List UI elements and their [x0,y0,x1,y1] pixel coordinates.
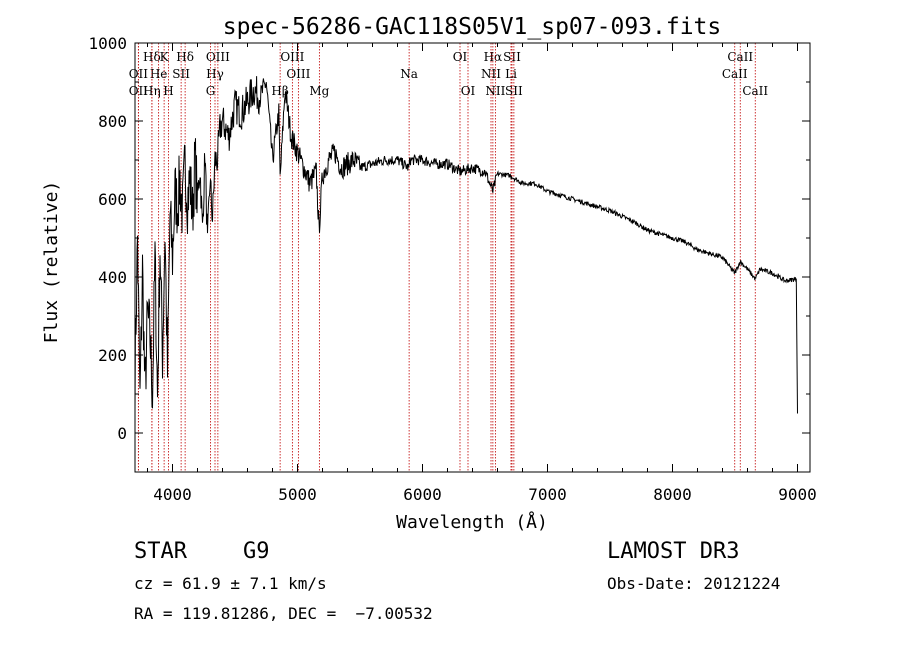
line-label-20: SII [503,50,521,64]
line-label-15: Mg [309,84,329,98]
line-label-0: Hδ [143,50,161,64]
chart-title: spec-56286-GAC118S05V1_sp07-093.fits [223,14,722,40]
line-label-7: Hη [143,84,161,98]
spectrum-line [134,76,798,414]
line-label-23: NII [485,84,505,98]
subclass: G9 [243,539,270,564]
x-tick-label-1: 5000 [278,485,317,504]
line-label-6: OII [129,84,149,98]
line-label-12: OIII [280,50,304,64]
observation-date: Obs-Date: 20121224 [607,574,781,593]
y-tick-label-2: 400 [98,268,127,287]
line-label-11: G [206,84,216,98]
line-label-14: Hβ [271,84,288,98]
line-label-10: Hγ [206,67,224,81]
y-tick-label-4: 800 [98,112,127,131]
x-tick-label-2: 6000 [403,485,442,504]
y-tick-label-5: 1000 [88,34,127,53]
line-label-4: He [150,67,168,81]
x-tick-label-5: 9000 [778,485,817,504]
line-label-22: Li [505,67,517,81]
x-tick-label-3: 7000 [528,485,567,504]
line-label-26: CaII [722,67,748,81]
y-axis-label: Flux (relative) [41,181,62,344]
y-tick-label-3: 600 [98,190,127,209]
spectrum-series [134,76,798,414]
coordinates-readout: RA = 119.81286, DEC = −7.00532 [134,604,433,623]
line-label-24: SII [505,84,523,98]
line-label-19: Hα [484,50,503,64]
survey-name: LAMOST DR3 [607,539,740,564]
y-tick-label-1: 200 [98,346,127,365]
object-class: STAR [134,539,187,564]
line-label-18: OI [461,84,476,98]
x-tick-label-4: 8000 [653,485,692,504]
line-label-9: OIII [206,50,230,64]
line-label-21: NII [481,67,501,81]
x-axis-label: Wavelength (Å) [396,511,548,533]
line-label-5: SII [172,67,190,81]
axis-ticks: 4000 5000 6000 7000 8000 9000 0 200 400 600 800 100… [88,34,816,504]
line-label-27: CaII [742,84,768,98]
line-label-1: K [160,50,170,64]
line-label-16: Na [400,67,418,81]
y-tick-label-0: 0 [117,424,127,443]
line-label-17: OI [453,50,468,64]
x-tick-label-0: 4000 [153,485,192,504]
line-label-2: Hδ [176,50,194,64]
line-label-13: OIII [286,67,310,81]
line-label-25: CaII [727,50,753,64]
redshift-readout: cz = 61.9 ± 7.1 km/s [134,574,327,593]
line-label-8: H [163,84,173,98]
spectrum-chart: spec-56286-GAC118S05V1_sp07-093.fits HδK… [41,14,817,533]
